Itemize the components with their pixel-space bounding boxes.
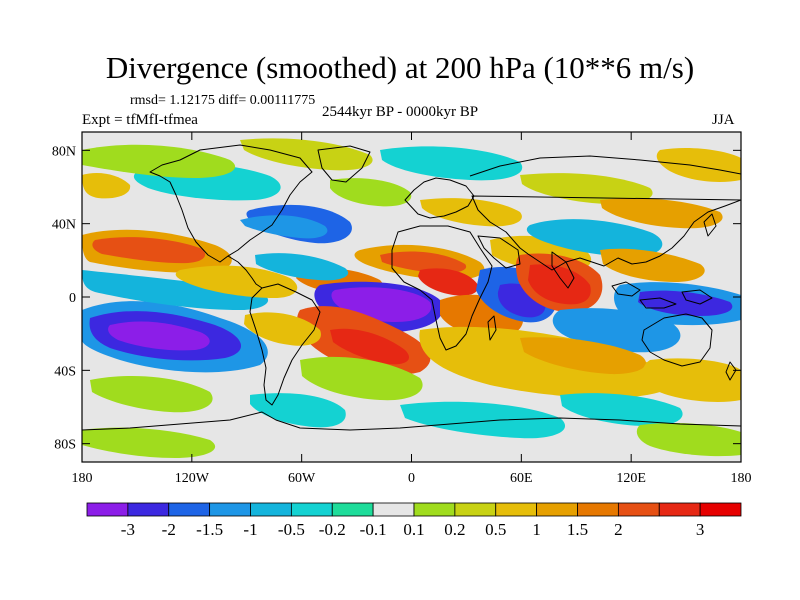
x-tick-label: 0 [408, 471, 415, 486]
colorbar-label: -2 [162, 520, 176, 539]
colorbar-box [413, 502, 456, 517]
colorbar-box [577, 502, 619, 517]
colorbar-box [209, 502, 251, 517]
colorbar-box [454, 502, 497, 517]
colorbar-box [86, 502, 129, 517]
colorbar-box [331, 502, 374, 517]
colorbar-label: 1 [532, 520, 541, 539]
y-tick-label: 80S [54, 438, 76, 453]
colorbar-label: -1 [243, 520, 257, 539]
colorbar-label: -0.5 [278, 520, 305, 539]
colorbar-label: -0.1 [360, 520, 387, 539]
colorbar-box [372, 502, 415, 517]
colorbar-label: 0.1 [403, 520, 424, 539]
chart-title: Divergence (smoothed) at 200 hPa (10**6 … [105, 50, 695, 85]
x-tick-label: 120E [616, 471, 646, 486]
colorbar-label: 1.5 [567, 520, 588, 539]
colorbar-box [127, 502, 170, 517]
colorbar-box [699, 502, 742, 517]
season-label: JJA [712, 112, 735, 128]
colorbar-label: -3 [121, 520, 135, 539]
stats-label: rmsd= 1.12175 diff= 0.00111775 [130, 93, 316, 108]
colorbar-box [290, 502, 333, 517]
colorbar-box [495, 502, 538, 517]
y-tick-label: 40S [54, 364, 76, 379]
colorbar-label: 0.5 [485, 520, 506, 539]
colorbar-label: 2 [614, 520, 623, 539]
y-tick-label: 80N [52, 144, 76, 159]
colorbar: -3 -2 -1.5 -1 -0.5 -0.2 -0.1 0.1 0.2 0.5 1 1.5 2 3 [86, 502, 742, 539]
colorbar-box [658, 502, 701, 517]
y-tick-label: 0 [69, 291, 76, 306]
x-tick-label: 60W [288, 471, 316, 486]
colorbar-box [250, 502, 292, 517]
y-tick-label: 40N [52, 218, 76, 233]
colorbar-box [168, 502, 211, 517]
colorbar-label: -1.5 [196, 520, 223, 539]
x-tick-label: 180 [731, 471, 752, 486]
period-label: 2544kyr BP - 0000kyr BP [322, 104, 479, 120]
colorbar-label: 0.2 [444, 520, 465, 539]
colorbar-label: 3 [696, 520, 705, 539]
coastlines [82, 144, 741, 431]
colorbar-label: -0.2 [319, 520, 346, 539]
experiment-label: Expt = tfMfI-tfmea [82, 112, 198, 128]
y-axis: 80N 40N 0 40S 80S [52, 144, 741, 453]
x-axis: 180 120W 60W 0 60E 120E 180 [72, 132, 752, 486]
colorbar-box [536, 502, 578, 517]
x-tick-label: 180 [72, 471, 93, 486]
map-area [82, 132, 741, 462]
anomaly-field [82, 138, 741, 458]
colorbar-box [617, 502, 660, 517]
x-tick-label: 60E [510, 471, 533, 486]
x-tick-label: 120W [175, 471, 210, 486]
